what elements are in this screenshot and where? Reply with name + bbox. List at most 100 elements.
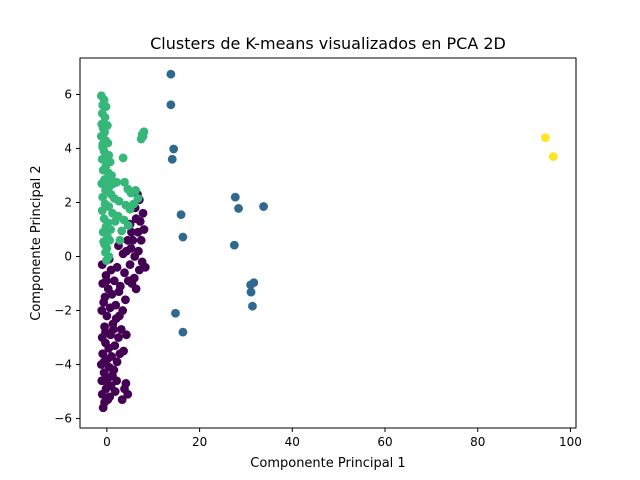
cluster-0-point-44 <box>103 284 113 294</box>
cluster-1-point-5 <box>178 232 188 242</box>
cluster-0-point-83 <box>102 276 111 286</box>
cluster-1-point-15 <box>178 327 188 337</box>
cluster-1-point-4 <box>176 210 186 220</box>
cluster-0-point-49 <box>120 268 129 278</box>
cluster-2-point-15 <box>104 150 114 160</box>
y-tick-label-0: −6 <box>54 412 72 426</box>
cluster-0-point-13 <box>121 379 131 388</box>
cluster-2-point-66 <box>98 140 108 149</box>
cluster-2-point-48 <box>102 256 111 265</box>
cluster-1-point-11 <box>246 280 255 290</box>
x-tick-label-0: 0 <box>103 435 111 449</box>
y-axis-ticks: −6 −4 −2 0 2 4 6 <box>54 87 80 426</box>
cluster-0-point-46 <box>109 276 119 286</box>
x-tick-label-1: 20 <box>192 435 207 449</box>
cluster-0-point-89 <box>115 311 124 321</box>
cluster-0-point-59 <box>140 262 150 272</box>
cluster-0-point-20 <box>98 349 108 359</box>
cluster-0-point-38 <box>111 300 121 310</box>
points-layer <box>96 69 558 413</box>
cluster-2-point-61 <box>118 153 128 163</box>
cluster-1-point-0 <box>166 69 176 79</box>
cluster-1-point-14 <box>171 308 180 318</box>
cluster-0-point-55 <box>129 273 139 283</box>
cluster-0-point-63 <box>126 244 136 253</box>
cluster-2-point-59 <box>117 226 127 236</box>
cluster-1-point-7 <box>234 204 243 213</box>
x-axis-label: Componente Principal 1 <box>250 456 405 471</box>
cluster-2-point-67 <box>104 173 114 183</box>
cluster-2-point-56 <box>129 199 139 209</box>
cluster-0-point-21 <box>107 352 116 361</box>
y-tick-label-6: 6 <box>64 87 72 101</box>
cluster-1-point-3 <box>167 154 177 164</box>
cluster-0-point-40 <box>121 295 130 305</box>
cluster-0-point-26 <box>119 346 128 356</box>
cluster-2-point-60 <box>115 235 125 245</box>
cluster-0-point-69 <box>136 235 146 245</box>
cluster-0-point-82 <box>99 298 109 307</box>
cluster-0-point-88 <box>102 379 112 388</box>
cluster-0-point-80 <box>99 357 109 367</box>
x-tick-label-4: 80 <box>470 435 485 449</box>
cluster-2-point-16 <box>97 154 107 164</box>
cluster-0-point-72 <box>131 214 141 224</box>
cluster-0-point-11 <box>123 389 133 399</box>
cluster-2-point-26 <box>112 177 122 187</box>
cluster-0-point-87 <box>110 387 120 396</box>
cluster-0-point-79 <box>123 235 133 245</box>
cluster-2-point-58 <box>123 221 133 230</box>
cluster-0-point-52 <box>112 262 122 272</box>
cluster-0-point-36 <box>97 306 107 315</box>
cluster-0-point-18 <box>112 357 122 367</box>
cluster-1-point-8 <box>259 202 268 211</box>
cluster-1-point-12 <box>246 287 256 297</box>
cluster-2-point-29 <box>98 192 108 202</box>
cluster-1-point-1 <box>166 100 176 110</box>
cluster-2-point-65 <box>137 130 147 139</box>
cluster-1-point-13 <box>248 301 257 311</box>
y-tick-label-5: 4 <box>64 141 72 155</box>
cluster-2-point-52 <box>131 185 141 195</box>
y-tick-label-4: 2 <box>64 195 72 209</box>
cluster-0-point-4 <box>105 392 115 402</box>
y-tick-label-3: 0 <box>64 250 72 264</box>
cluster-0-point-85 <box>108 325 118 334</box>
cluster-2-point-31 <box>114 196 124 206</box>
cluster-0-point-47 <box>115 281 125 291</box>
cluster-0-point-86 <box>112 376 122 386</box>
cluster-2-point-49 <box>120 177 129 187</box>
cluster-2-point-34 <box>97 206 107 215</box>
cluster-0-point-29 <box>114 333 123 342</box>
cluster-2-point-5 <box>100 113 110 122</box>
cluster-1-point-6 <box>230 192 240 202</box>
cluster-2-point-69 <box>110 216 120 226</box>
cluster-3-point-1 <box>548 152 558 161</box>
cluster-0-point-16 <box>109 365 119 375</box>
cluster-1-point-2 <box>169 144 179 154</box>
cluster-1-point-9 <box>229 240 239 250</box>
cluster-0-point-64 <box>134 246 143 256</box>
cluster-0-point-77 <box>138 208 148 218</box>
chart-title: Clusters de K-means visualizados en PCA … <box>150 34 506 53</box>
cluster-0-point-78 <box>127 227 136 237</box>
cluster-2-point-40 <box>106 225 115 234</box>
cluster-0-point-60 <box>125 260 135 270</box>
cluster-0-point-81 <box>101 327 110 337</box>
cluster-2-point-33 <box>104 202 114 211</box>
x-tick-label-3: 60 <box>377 435 392 449</box>
plot-frame <box>79 57 577 429</box>
y-tick-label-1: −4 <box>54 358 72 372</box>
cluster-2-point-23 <box>97 179 107 188</box>
cluster-2-point-3 <box>101 102 111 112</box>
x-axis-ticks: 0 20 40 60 80 100 <box>103 428 582 449</box>
cluster-0-point-12 <box>117 395 127 405</box>
cluster-2-point-68 <box>99 237 109 247</box>
cluster-0-point-70 <box>139 225 149 234</box>
y-axis-label: Componente Principal 2 <box>29 165 44 320</box>
cluster-0-point-56 <box>131 284 141 294</box>
x-tick-label-5: 100 <box>559 435 582 449</box>
cluster-0-point-25 <box>110 341 120 351</box>
